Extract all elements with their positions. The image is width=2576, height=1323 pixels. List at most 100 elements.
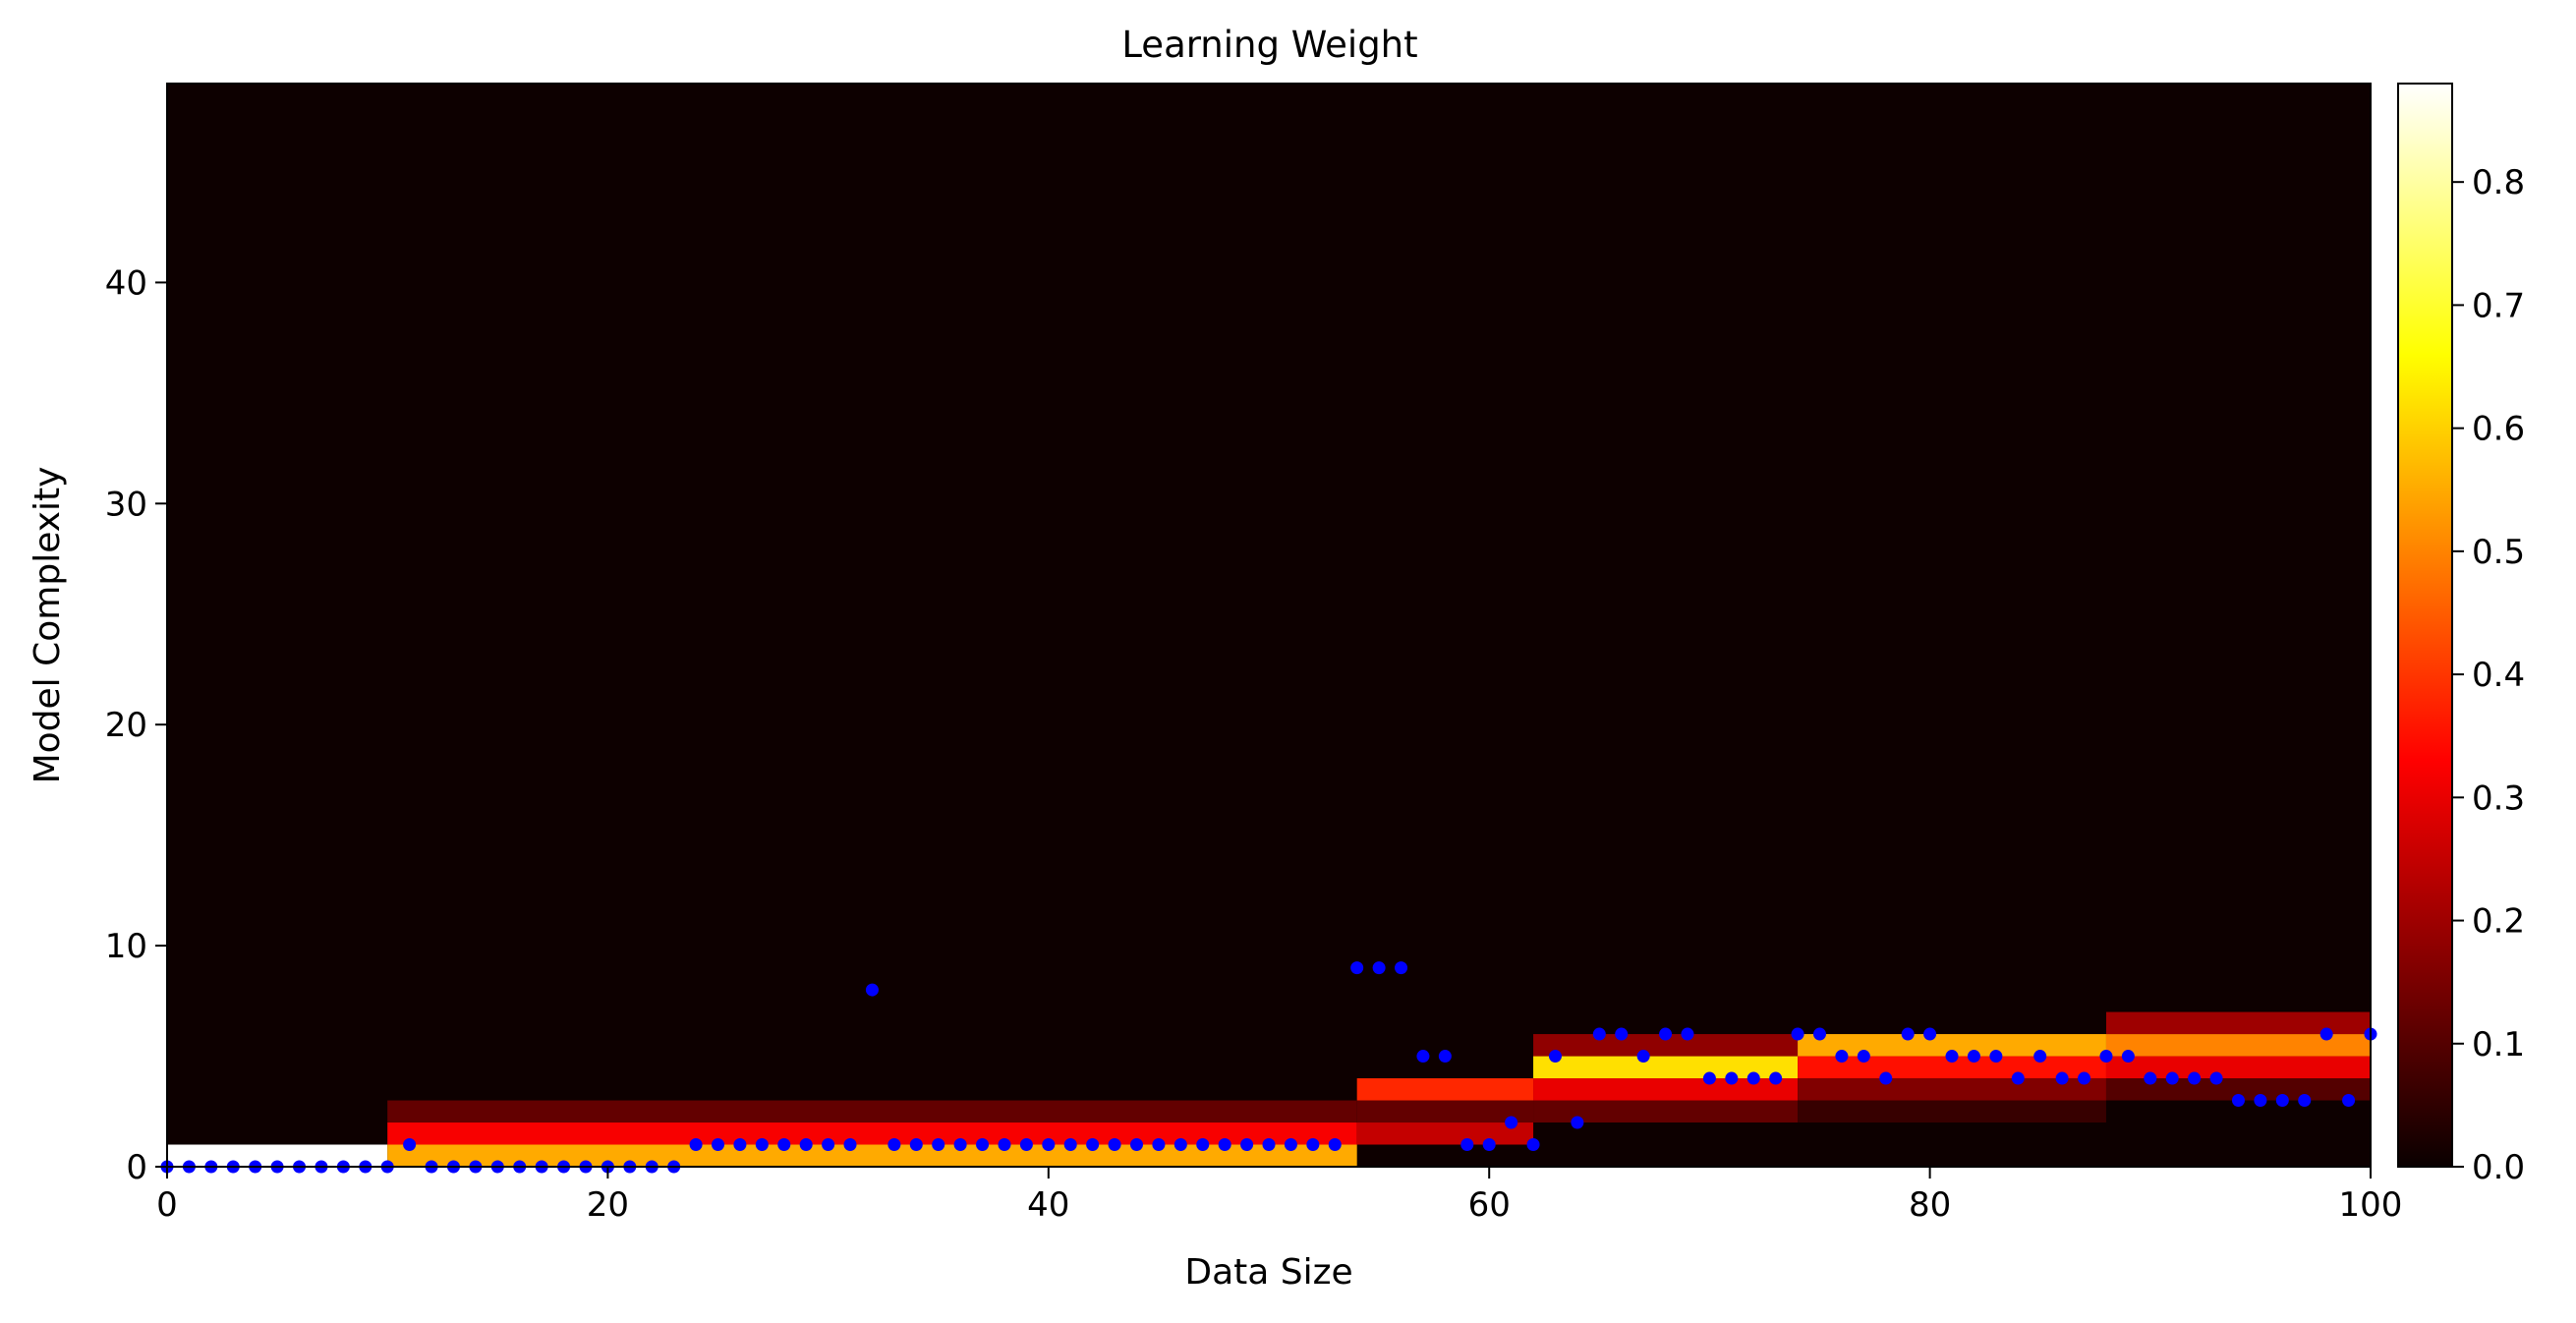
data-point [1548, 1050, 1562, 1064]
colorbar-gradient [2397, 83, 2453, 1168]
data-point [1284, 1138, 1297, 1152]
data-point [1196, 1138, 1210, 1152]
y-tick-label: 30 [105, 485, 147, 524]
data-point [2188, 1071, 2202, 1085]
data-point [2342, 1094, 2356, 1108]
data-point [777, 1138, 791, 1152]
data-point [1681, 1027, 1694, 1041]
data-point [1923, 1027, 1937, 1041]
data-point [1416, 1050, 1430, 1064]
data-point [403, 1138, 417, 1152]
data-point [1592, 1027, 1606, 1041]
x-tick-label: 100 [2339, 1185, 2403, 1225]
data-point [1438, 1050, 1452, 1064]
data-point [1372, 961, 1386, 975]
y-tick-label: 20 [105, 706, 147, 745]
data-point [1108, 1138, 1121, 1152]
data-point [689, 1138, 703, 1152]
data-point [1967, 1050, 1980, 1064]
data-point [1989, 1050, 2003, 1064]
colorbar-tick-label: 0.0 [2472, 1148, 2525, 1187]
x-tick-label: 40 [1027, 1185, 1069, 1225]
data-point [1857, 1050, 1870, 1064]
data-point [1395, 961, 1408, 975]
colorbar-tick-label: 0.1 [2472, 1025, 2525, 1064]
colorbar-tick-label: 0.3 [2472, 778, 2525, 818]
data-point [1460, 1138, 1474, 1152]
y-tick-label: 10 [105, 927, 147, 966]
data-point [733, 1138, 747, 1152]
data-point [1571, 1116, 1584, 1129]
data-point [1086, 1138, 1100, 1152]
x-axis-ticks: 0 20 40 60 80 100 [156, 1167, 2402, 1225]
data-point [2254, 1094, 2267, 1108]
heatmap-cell [1798, 1078, 2106, 1101]
data-point [1526, 1138, 1540, 1152]
colorbar-tick-label: 0.4 [2472, 656, 2525, 695]
colorbar: 0.0 0.1 0.2 0.3 0.4 0.5 0.6 0.7 0.8 [2397, 83, 2525, 1187]
data-point [843, 1138, 857, 1152]
data-point [1615, 1027, 1629, 1041]
data-point [1636, 1050, 1650, 1064]
data-point [1482, 1138, 1496, 1152]
heatmap-cell [387, 1144, 1357, 1167]
data-point [2055, 1071, 2069, 1085]
heatmap-cell [2105, 1034, 2371, 1057]
colorbar-tick-label: 0.2 [2472, 902, 2525, 942]
data-point [755, 1138, 769, 1152]
data-point [1791, 1027, 1804, 1041]
y-axis-label: Model Complexity [28, 467, 68, 784]
heatmap-cells [167, 1011, 2371, 1167]
heatmap-cell [1356, 1078, 1534, 1101]
colorbar-tick-label: 0.7 [2472, 286, 2525, 325]
data-point [953, 1138, 967, 1152]
data-point [932, 1138, 945, 1152]
heatmap-cell [1798, 1034, 2106, 1057]
x-tick-label: 0 [156, 1185, 178, 1225]
data-point [1725, 1071, 1739, 1085]
data-point [2319, 1027, 2333, 1041]
colorbar-tick-label: 0.5 [2472, 533, 2525, 572]
data-point [1019, 1138, 1033, 1152]
data-point [1835, 1050, 1849, 1064]
heatmap-cell [387, 1122, 1357, 1145]
data-point [1746, 1071, 1760, 1085]
data-point [909, 1138, 923, 1152]
data-point [1152, 1138, 1166, 1152]
colorbar-tick-label: 0.8 [2472, 163, 2525, 202]
heatmap-cell [387, 1100, 1357, 1123]
plot-area [160, 83, 2377, 1174]
data-point [2165, 1071, 2179, 1085]
colorbar-tick-label: 0.6 [2472, 410, 2525, 449]
data-point [712, 1138, 724, 1152]
data-point [2033, 1050, 2047, 1064]
data-point [1659, 1027, 1673, 1041]
data-point [1702, 1071, 1716, 1085]
data-point [887, 1138, 901, 1152]
heatmap-cell [2105, 1011, 2371, 1035]
data-point [976, 1138, 990, 1152]
data-point [799, 1138, 813, 1152]
data-point [1813, 1027, 1826, 1041]
plot-frame [166, 83, 2372, 1168]
data-point [1879, 1071, 1893, 1085]
data-point [1350, 961, 1364, 975]
heatmap-background [167, 84, 2371, 1167]
data-point [1218, 1138, 1231, 1152]
x-axis-label: Data Size [1184, 1252, 1352, 1293]
y-tick-label: 40 [105, 263, 147, 303]
heatmap-cell [1798, 1056, 2106, 1079]
data-point [998, 1138, 1011, 1152]
data-point [2078, 1071, 2091, 1085]
data-point [1174, 1138, 1187, 1152]
colorbar-ticks: 0.0 0.1 0.2 0.3 0.4 0.5 0.6 0.7 0.8 [2452, 163, 2525, 1187]
y-axis-ticks: 0 10 20 30 40 [105, 263, 167, 1187]
data-point [1042, 1138, 1056, 1152]
x-tick-label: 80 [1909, 1185, 1951, 1225]
data-point [2011, 1071, 2025, 1085]
x-tick-label: 60 [1468, 1185, 1511, 1225]
data-point [2298, 1094, 2312, 1108]
data-point [2144, 1071, 2157, 1085]
data-point [2275, 1094, 2289, 1108]
